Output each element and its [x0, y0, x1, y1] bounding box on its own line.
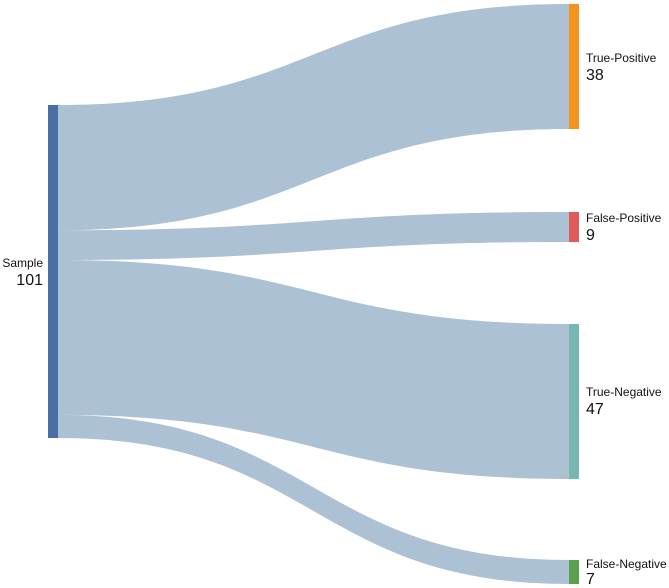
link-false-negative — [58, 414, 569, 584]
source-value: 101 — [16, 272, 43, 289]
node-true-negative — [569, 324, 579, 479]
node-sample — [48, 105, 58, 438]
node-false-positive — [569, 212, 579, 242]
sankey-links — [58, 4, 569, 584]
target-label-true-negative: True-Negative — [586, 385, 662, 399]
target-label-false-positive: False-Positive — [586, 211, 662, 225]
node-true-positive — [569, 4, 579, 129]
link-true-negative — [58, 259, 569, 479]
sankey-labels: Sample 101 True-Positive 38 False-Positi… — [2, 51, 667, 588]
target-value-false-negative: 7 — [586, 571, 595, 588]
target-value-true-positive: 38 — [586, 67, 604, 84]
source-label: Sample — [2, 256, 43, 270]
link-true-positive — [58, 4, 569, 231]
node-false-negative — [569, 560, 579, 584]
sankey-nodes — [48, 4, 579, 584]
target-value-false-positive: 9 — [586, 227, 595, 244]
link-false-positive — [58, 212, 569, 260]
target-label-true-positive: True-Positive — [586, 51, 657, 65]
target-label-false-negative: False-Negative — [586, 557, 667, 571]
target-value-true-negative: 47 — [586, 401, 604, 418]
